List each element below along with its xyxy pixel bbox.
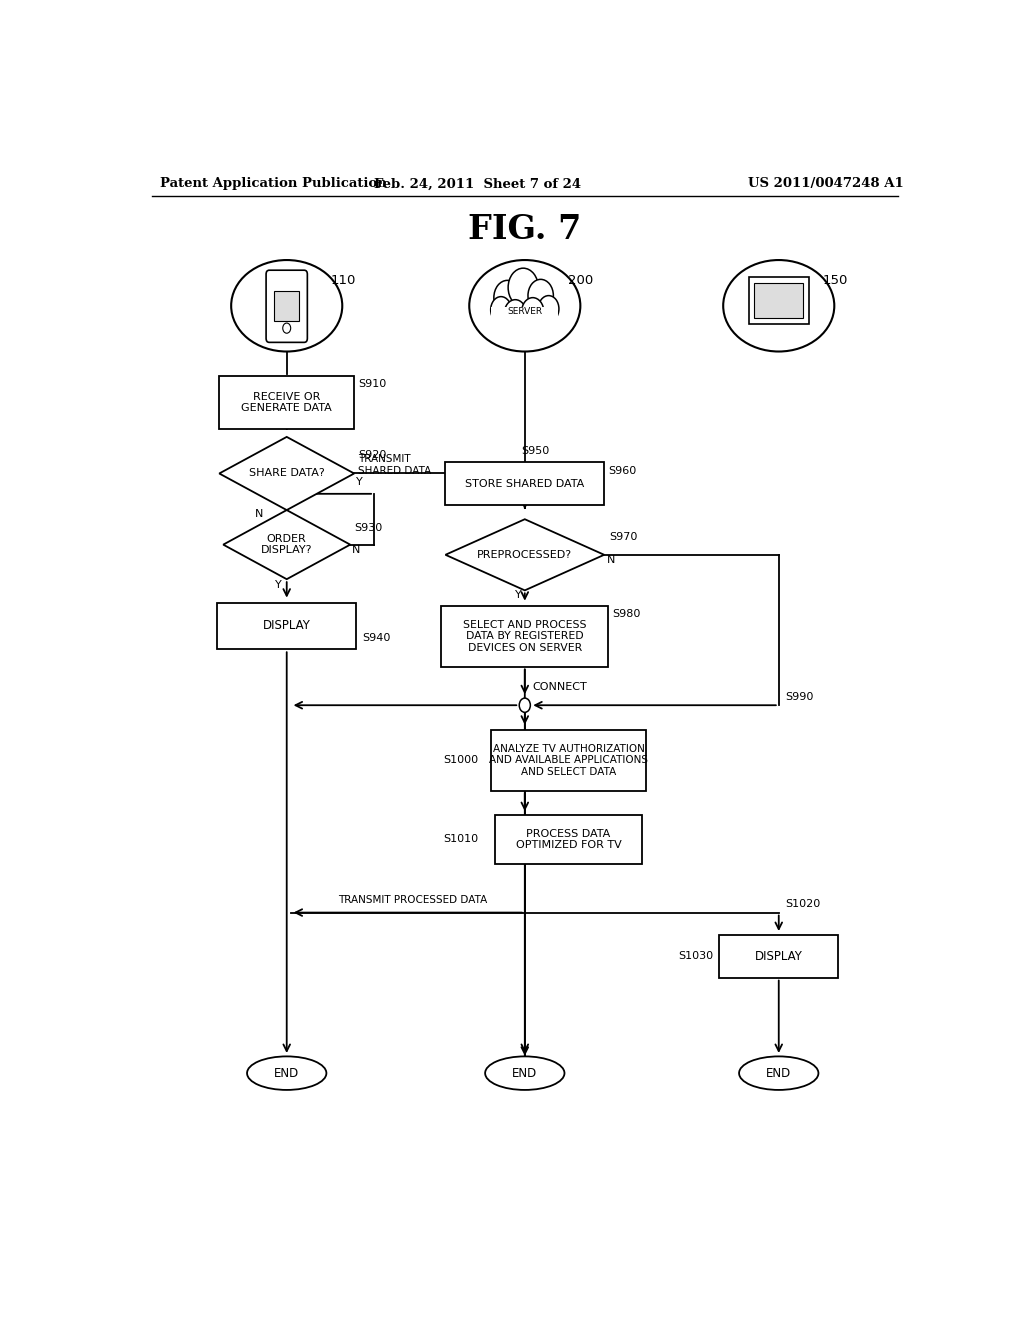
Circle shape: [490, 297, 511, 323]
Text: S1020: S1020: [785, 899, 820, 909]
Text: FIG. 7: FIG. 7: [468, 213, 582, 246]
FancyBboxPatch shape: [445, 462, 604, 506]
FancyBboxPatch shape: [719, 935, 839, 978]
Text: END: END: [766, 1067, 792, 1080]
Circle shape: [519, 698, 530, 713]
Circle shape: [494, 280, 521, 315]
FancyBboxPatch shape: [274, 290, 299, 321]
Circle shape: [521, 297, 544, 326]
Text: SHARED DATA: SHARED DATA: [358, 466, 431, 477]
Polygon shape: [219, 437, 354, 510]
Text: ORDER
DISPLAY?: ORDER DISPLAY?: [261, 533, 312, 556]
Ellipse shape: [469, 260, 581, 351]
Text: 200: 200: [568, 273, 594, 286]
Text: 110: 110: [331, 273, 355, 286]
Ellipse shape: [231, 260, 342, 351]
Ellipse shape: [485, 1056, 564, 1090]
FancyBboxPatch shape: [492, 306, 558, 331]
Text: Y: Y: [355, 477, 362, 487]
Text: S990: S990: [785, 692, 813, 702]
Text: TRANSMIT PROCESSED DATA: TRANSMIT PROCESSED DATA: [338, 895, 487, 906]
Text: Y: Y: [274, 581, 282, 590]
FancyBboxPatch shape: [749, 277, 809, 325]
Text: SELECT AND PROCESS
DATA BY REGISTERED
DEVICES ON SERVER: SELECT AND PROCESS DATA BY REGISTERED DE…: [463, 619, 587, 652]
Circle shape: [528, 280, 553, 312]
Text: SHARE DATA?: SHARE DATA?: [249, 469, 325, 478]
Circle shape: [504, 300, 526, 329]
Text: S1030: S1030: [679, 952, 714, 961]
Text: END: END: [512, 1067, 538, 1080]
Text: PROCESS DATA
OPTIMIZED FOR TV: PROCESS DATA OPTIMIZED FOR TV: [515, 829, 622, 850]
FancyBboxPatch shape: [219, 376, 354, 429]
Text: RECEIVE OR
GENERATE DATA: RECEIVE OR GENERATE DATA: [242, 392, 332, 413]
Text: N: N: [606, 554, 615, 565]
Polygon shape: [445, 519, 604, 590]
Text: S960: S960: [608, 466, 636, 477]
FancyBboxPatch shape: [217, 602, 356, 649]
Text: Feb. 24, 2011  Sheet 7 of 24: Feb. 24, 2011 Sheet 7 of 24: [374, 177, 581, 190]
FancyBboxPatch shape: [266, 271, 307, 342]
Circle shape: [283, 323, 291, 333]
Text: US 2011/0047248 A1: US 2011/0047248 A1: [749, 177, 904, 190]
Ellipse shape: [247, 1056, 327, 1090]
Text: S980: S980: [612, 609, 640, 619]
Text: Patent Application Publication: Patent Application Publication: [160, 177, 386, 190]
Polygon shape: [223, 510, 350, 579]
Text: N: N: [352, 545, 360, 554]
Text: TRANSMIT: TRANSMIT: [358, 454, 411, 465]
Ellipse shape: [739, 1056, 818, 1090]
Text: STORE SHARED DATA: STORE SHARED DATA: [465, 479, 585, 488]
Text: SERVER: SERVER: [507, 308, 543, 317]
Text: S940: S940: [362, 634, 390, 643]
Text: S930: S930: [354, 523, 382, 533]
Text: S970: S970: [609, 532, 637, 541]
Text: S1010: S1010: [443, 834, 479, 845]
Text: Y: Y: [515, 590, 522, 601]
FancyBboxPatch shape: [495, 814, 642, 863]
Text: CONNECT: CONNECT: [532, 682, 588, 692]
FancyBboxPatch shape: [441, 606, 608, 667]
Text: S950: S950: [521, 446, 549, 457]
FancyBboxPatch shape: [492, 730, 646, 791]
Text: N: N: [255, 510, 263, 519]
Text: S920: S920: [358, 450, 386, 461]
Text: END: END: [274, 1067, 299, 1080]
Circle shape: [508, 268, 539, 306]
Circle shape: [539, 296, 559, 322]
Text: ANALYZE TV AUTHORIZATION
AND AVAILABLE APPLICATIONS
AND SELECT DATA: ANALYZE TV AUTHORIZATION AND AVAILABLE A…: [488, 743, 648, 776]
Text: DISPLAY: DISPLAY: [755, 950, 803, 962]
Text: PREPROCESSED?: PREPROCESSED?: [477, 550, 572, 560]
Text: S1000: S1000: [443, 755, 479, 766]
Ellipse shape: [723, 260, 835, 351]
Text: DISPLAY: DISPLAY: [263, 619, 310, 632]
Text: S910: S910: [358, 379, 386, 389]
FancyBboxPatch shape: [754, 284, 804, 318]
Text: 150: 150: [822, 273, 848, 286]
